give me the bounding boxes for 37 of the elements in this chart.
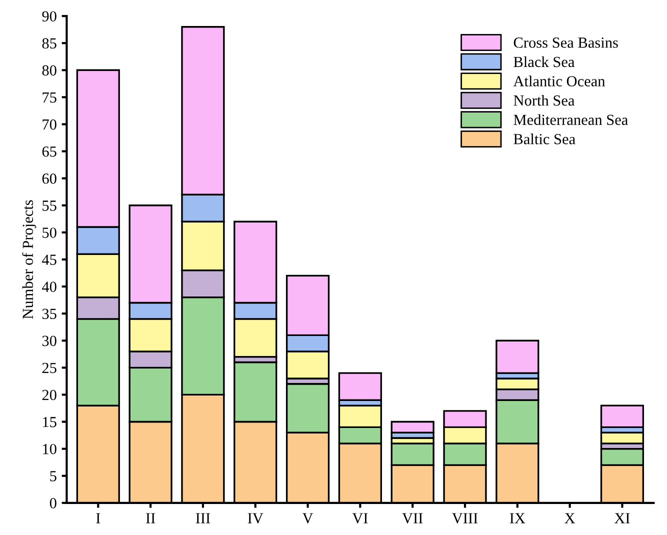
y-tick-label: 15 [43,416,56,428]
y-tick-label: 80 [42,65,56,76]
x-tick-label: X [564,513,576,524]
y-tick-label: 90 [42,11,56,22]
y-tick-label: 10 [43,444,56,454]
y-tick-label: 50 [42,228,56,238]
legend-label: Cross Sea Basins [514,38,618,48]
x-tick-label: III [196,513,210,524]
x-tick-label: I [96,513,100,524]
y-tick-label: 30 [42,336,56,346]
y-tick-label: 45 [42,254,56,265]
x-tick-label: V [302,513,314,524]
legend-label: Baltic Sea [514,134,576,144]
legend-label: North Sea [514,94,575,106]
y-tick-label: 85 [42,38,56,49]
x-tick-label: II [146,513,156,524]
x-tick-label: VII [402,513,423,524]
x-tick-label: VIII [452,513,478,524]
y-tick-label: 55 [42,200,56,211]
legend-label: Black Sea [514,56,575,68]
y-tick-label: 35 [42,308,56,320]
y-tick-label: 75 [42,92,56,103]
x-tick-label: IX [510,513,526,524]
y-tick-label: 65 [42,146,56,157]
y-tick-label: 20 [42,390,56,400]
y-tick-label: 5 [50,471,56,482]
legend-label: Atlantic Ocean [513,76,606,86]
y-tick-label: 60 [42,173,56,184]
y-tick-label: 0 [50,498,56,508]
x-tick-label: VI [352,513,368,524]
y-tick-label: 40 [42,282,56,292]
y-axis-title: Number of Projects [22,200,36,319]
x-tick-label: IV [248,513,264,524]
x-tick-label: XI [614,513,630,524]
y-tick-label: 70 [42,119,56,130]
legend-label: Mediterranean Sea [514,114,628,125]
y-tick-label: 25 [42,362,56,374]
